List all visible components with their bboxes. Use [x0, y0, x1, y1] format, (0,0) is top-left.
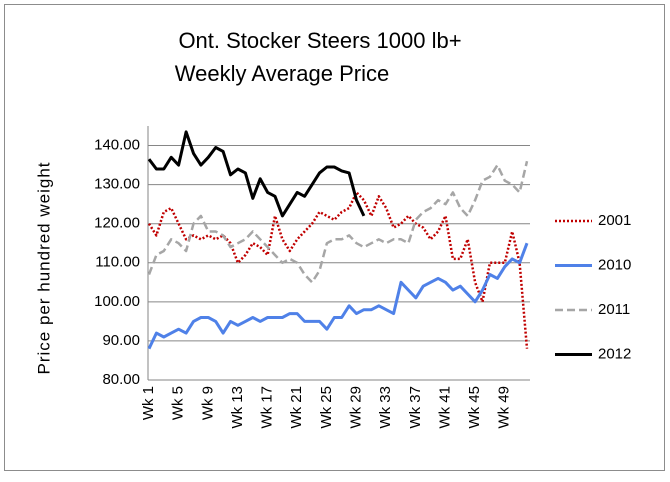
- x-tick-label: Wk 9: [199, 386, 216, 420]
- x-tick-label: Wk 17: [259, 386, 276, 429]
- y-tick-label: 110.00: [95, 254, 140, 271]
- y-tick-label: 80.00: [102, 371, 140, 388]
- chart-frame: [4, 4, 665, 471]
- x-tick-label: Wk 21: [288, 386, 305, 429]
- y-tick-label: 90.00: [102, 332, 140, 349]
- x-tick-label: Wk 1: [140, 386, 157, 420]
- series-line: [147, 130, 366, 218]
- legend-label: 2010: [598, 256, 631, 273]
- chart-subtitle: Weekly Average Price: [175, 61, 389, 86]
- legend-label: 2001: [598, 212, 631, 229]
- x-tick-label: Wk 45: [466, 386, 483, 429]
- y-axis-label: Price per hundred weight: [34, 161, 53, 374]
- x-tick-label: Wk 13: [229, 386, 246, 429]
- x-tick-label: Wk 33: [377, 386, 394, 429]
- x-tick-label: Wk 25: [318, 386, 335, 429]
- y-tick-label: 140.00: [94, 137, 140, 154]
- series-line: [147, 160, 529, 284]
- legend-label: 2012: [598, 345, 631, 362]
- x-tick-label: Wk 49: [496, 386, 513, 429]
- x-tick-label: Wk 5: [170, 386, 187, 420]
- x-tick-label: Wk 41: [436, 386, 453, 429]
- y-tick-label: 120.00: [94, 215, 140, 232]
- x-tick-label: Wk 29: [347, 386, 364, 429]
- legend-label: 2011: [598, 301, 630, 318]
- chart-title: Ont. Stocker Steers 1000 lb+: [178, 28, 461, 53]
- y-tick-label: 100.00: [94, 293, 140, 310]
- series-line: [147, 191, 529, 349]
- y-tick-label: 130.00: [94, 176, 140, 193]
- series-line: [147, 242, 529, 350]
- x-tick-label: Wk 37: [407, 386, 424, 429]
